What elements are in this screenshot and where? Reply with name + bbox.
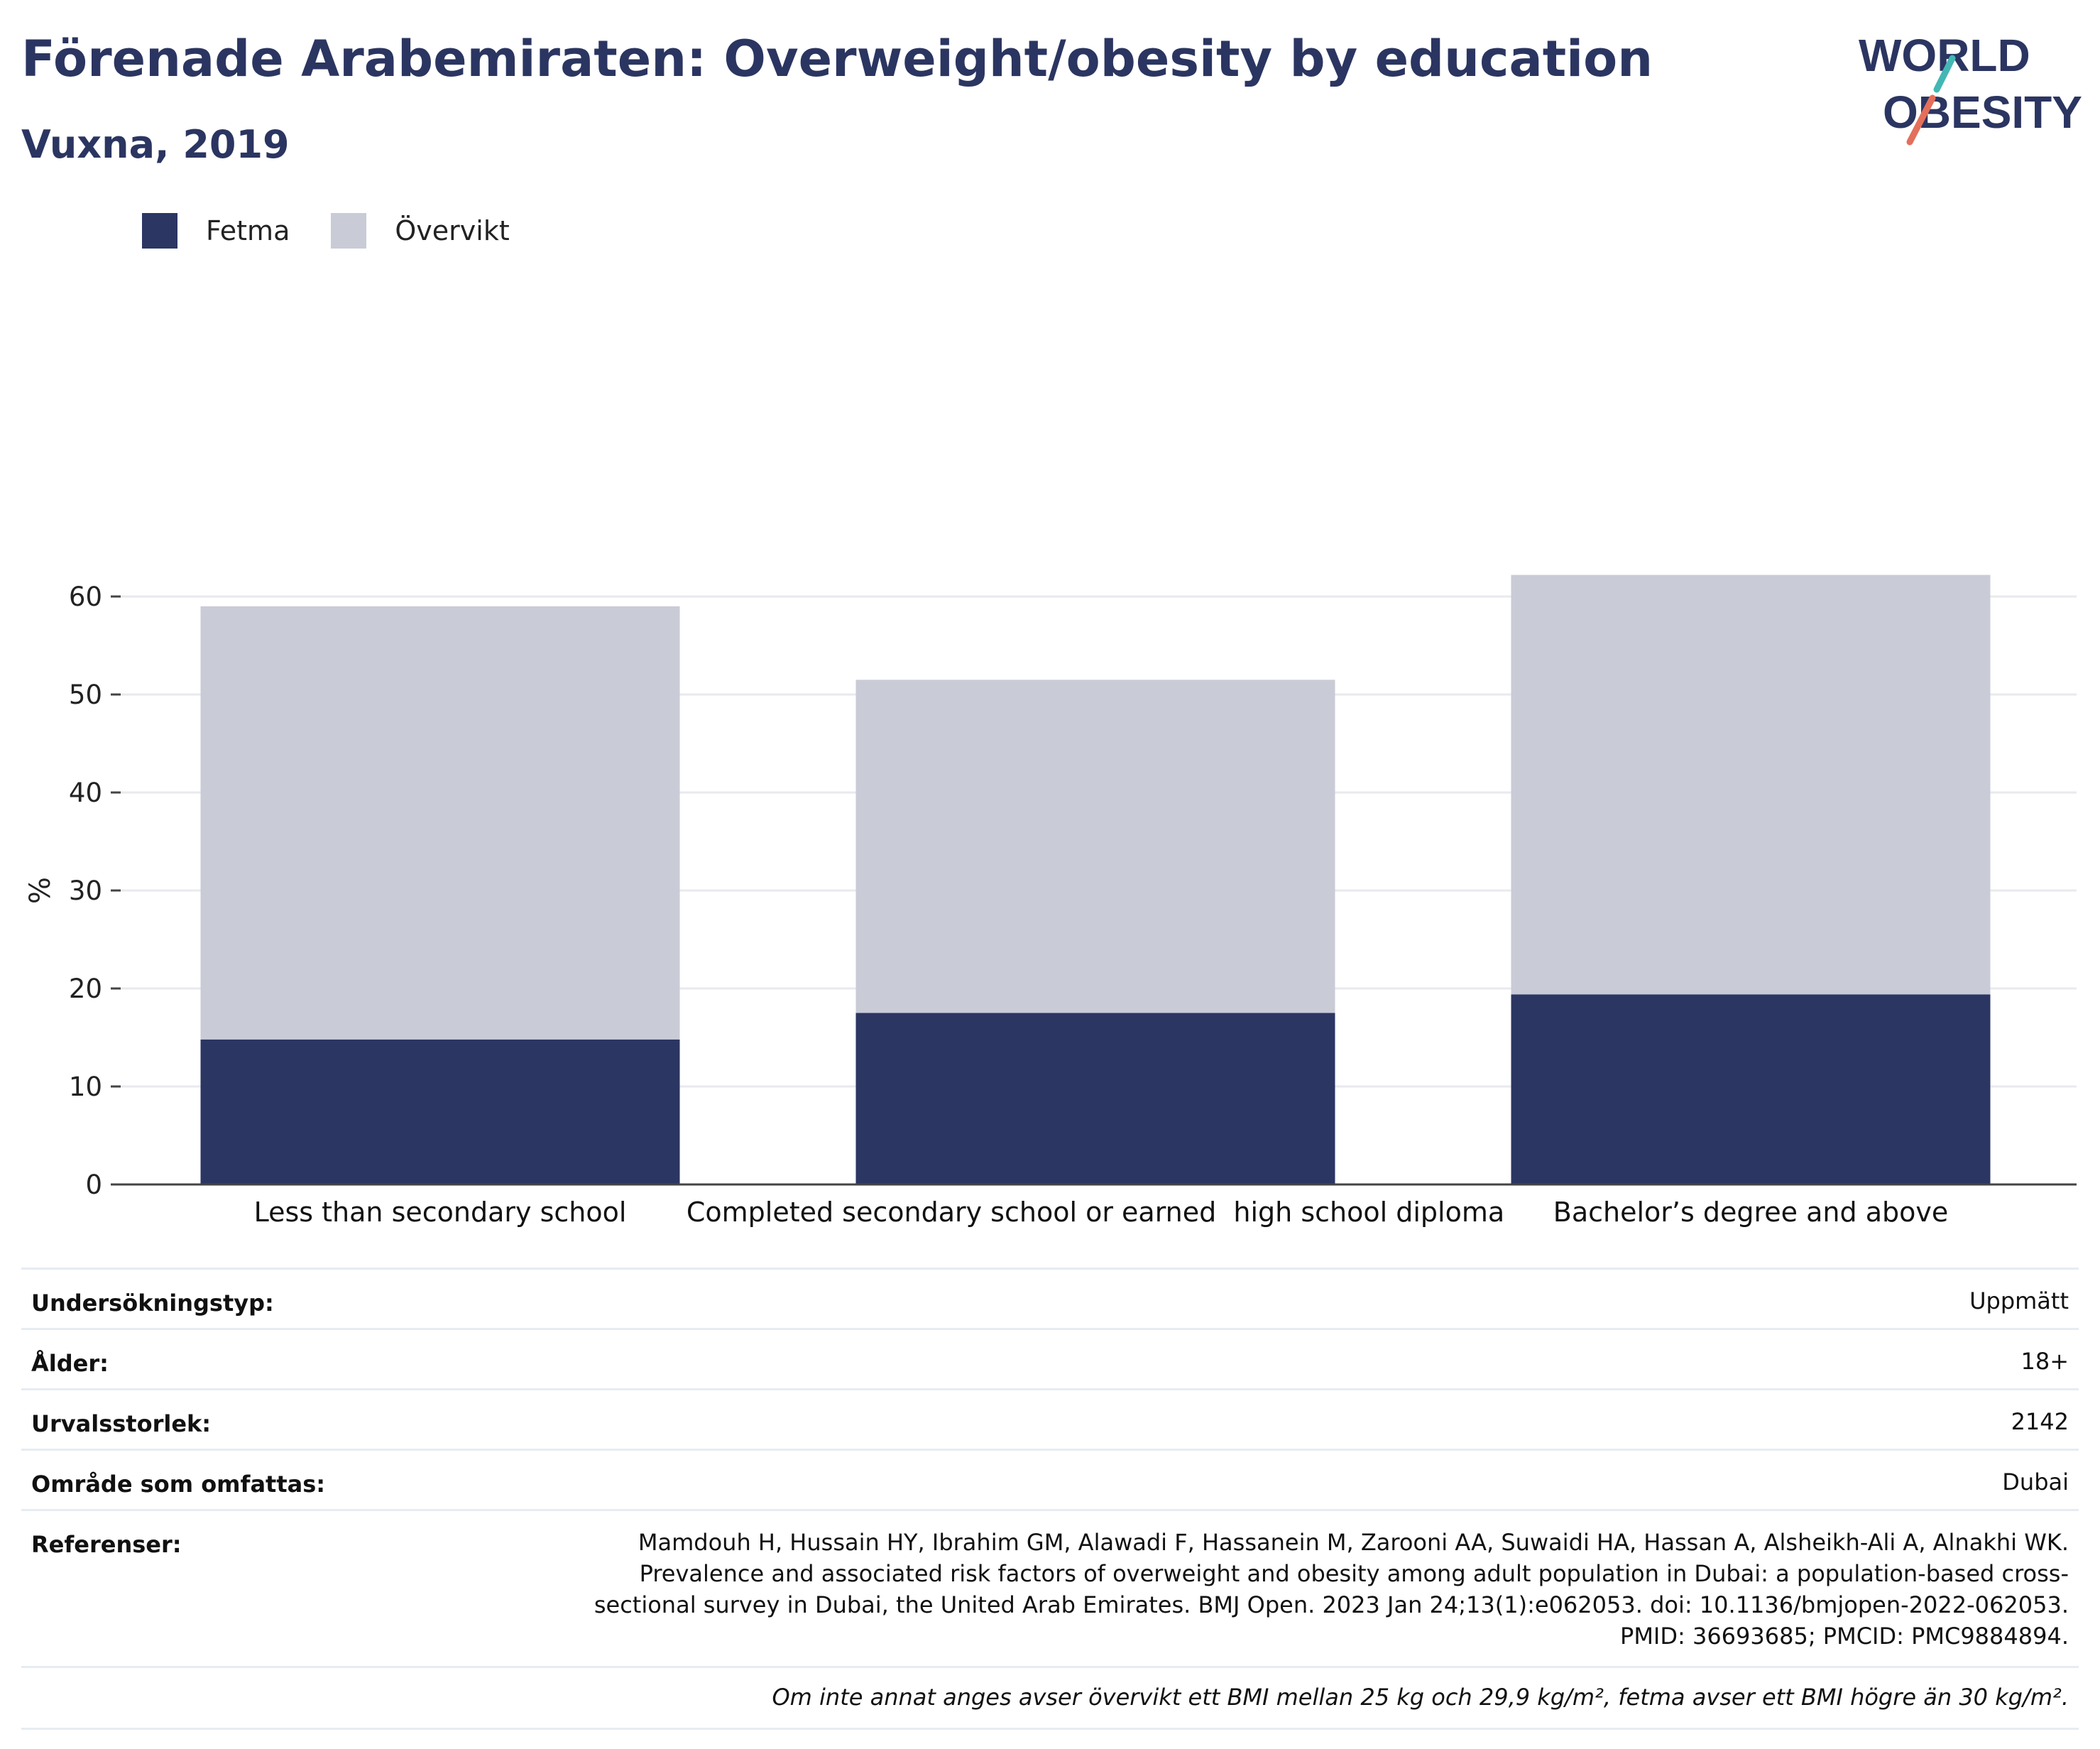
chart-title: Förenade Arabemiraten: Overweight/obesit… (21, 30, 1653, 88)
world-obesity-logo: WORLD OBESITY (1859, 30, 2082, 146)
meta-key: Referenser: (31, 1531, 182, 1558)
meta-key: Urvalsstorlek: (31, 1410, 212, 1437)
y-tick-label: 10 (69, 1072, 102, 1102)
meta-row-area: Område som omfattas: Dubai (21, 1449, 2079, 1509)
y-tick-label: 40 (69, 778, 102, 808)
chart-subtitle: Vuxna, 2019 (21, 122, 290, 167)
bar-fetma-2[interactable] (1511, 994, 1991, 1184)
x-category-label: Bachelor’s degree and above (1553, 1197, 1948, 1228)
meta-key: Ålder: (31, 1350, 109, 1377)
x-category-label: Less than secondary school (254, 1197, 627, 1228)
chart-legend: Fetma Övervikt (142, 209, 551, 252)
bar-fetma-0[interactable] (200, 1039, 680, 1184)
bar-overvikt-1[interactable] (855, 680, 1335, 1013)
meta-value: 2142 (2011, 1408, 2069, 1435)
meta-key: Område som omfattas: (31, 1471, 326, 1498)
y-tick-label: 20 (69, 974, 102, 1004)
legend-item-fetma[interactable]: Fetma (142, 213, 290, 249)
bar-chart: 0 10 20 30 40 50 60% Less than secondary school… (24, 574, 2077, 1228)
legend-label-fetma: Fetma (206, 215, 290, 246)
meta-row-age: Ålder: 18+ (21, 1328, 2079, 1388)
bmi-footnote: Om inte annat anges avser övervikt ett B… (21, 1666, 2079, 1730)
meta-row-survey-type: Undersökningstyp: Uppmätt (21, 1268, 2079, 1328)
y-tick-label: 30 (69, 876, 102, 906)
bar-fetma-1[interactable] (855, 1013, 1335, 1185)
meta-value: Dubai (2002, 1469, 2069, 1495)
legend-swatch-overvikt (331, 213, 367, 249)
bar-overvikt-2[interactable] (1511, 574, 1991, 995)
meta-key: Undersökningstyp: (31, 1290, 274, 1317)
y-axis-label: % (24, 877, 57, 904)
x-category-label: Completed secondary school or earned hig… (687, 1197, 1504, 1228)
bar-overvikt-0[interactable] (200, 606, 680, 1040)
legend-label-overvikt: Övervikt (395, 215, 510, 246)
metadata-table: Undersökningstyp: Uppmätt Ålder: 18+ Urv… (21, 1268, 2079, 1730)
y-tick-label: 0 (85, 1170, 102, 1200)
meta-row-references: Referenser: Mamdouh H, Hussain HY, Ibrah… (21, 1509, 2079, 1666)
meta-row-sample-size: Urvalsstorlek: 2142 (21, 1388, 2079, 1449)
references-text: Mamdouh H, Hussain HY, Ibrahim GM, Alawa… (594, 1529, 2069, 1650)
y-tick-label: 50 (69, 680, 102, 710)
meta-value: Uppmätt (1969, 1287, 2069, 1314)
y-tick-label: 60 (69, 582, 102, 612)
legend-item-overvikt[interactable]: Övervikt (331, 213, 510, 249)
meta-value: 18+ (2020, 1348, 2069, 1375)
legend-swatch-fetma (142, 213, 177, 249)
